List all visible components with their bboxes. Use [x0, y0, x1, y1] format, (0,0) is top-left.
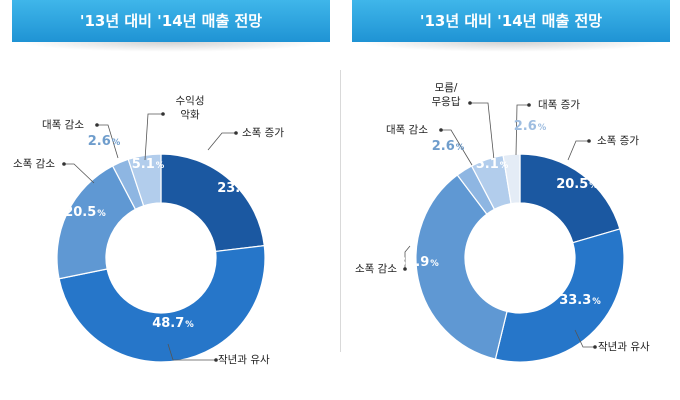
- donut-1-category-label-3: 소폭 감소: [13, 158, 55, 170]
- donut-1-leader-2: [167, 343, 216, 361]
- donut-2-leader-6: [515, 104, 529, 156]
- donut-2-category-label-2: 작년과 유사: [598, 341, 650, 353]
- donut-2-leader-5: [470, 102, 495, 161]
- donut-chart-1: 23.1% 소폭 증가 48.7% 작년과 유사 20.5% 소폭 감소 2.6% 대폭 감소…: [13, 95, 284, 366]
- donut-2-category-label-3: 소폭 감소: [355, 263, 397, 275]
- donut-2-data-label-4: 2.6%: [432, 139, 465, 154]
- donut-2-leader-4: [441, 129, 473, 166]
- donut-1-category-label-1: 소폭 증가: [242, 127, 284, 139]
- donut-1-slice-2: [58, 244, 266, 363]
- donut-2-leader-dot-6: [527, 103, 531, 107]
- donut-2-data-label-6: 2.6%: [514, 119, 547, 134]
- right-banner-shadow: [358, 42, 664, 52]
- donut-2-leader-dot-2: [593, 345, 597, 349]
- donut-2-slice-2: [494, 228, 625, 363]
- right-banner-background: [352, 0, 670, 42]
- left-title-banner: '13년 대비 '14년 매출 전망: [12, 0, 330, 52]
- donut-2-category-label-6: 대폭 증가: [538, 99, 580, 111]
- donut-2-leader-2: [574, 329, 595, 348]
- donut-1-category-label-4: 대폭 감소: [42, 119, 84, 131]
- right-title-banner: '13년 대비 '14년 매출 전망: [352, 0, 670, 52]
- donut-1-leader-dot-5: [161, 112, 165, 116]
- donut-1-leader-3: [64, 163, 95, 184]
- donut-2-slice-3: [415, 174, 508, 360]
- donut-2-leader-dot-3: [403, 267, 407, 271]
- donut-2-leader-dot-1: [587, 139, 591, 143]
- donut-1-leader-dot-2: [214, 358, 218, 362]
- donut-1-category-label-2: 작년과 유사: [218, 354, 270, 366]
- donut-1-slice-5: [127, 153, 162, 207]
- donut-2-leader-dot-4: [439, 128, 443, 132]
- left-banner-background: [12, 0, 330, 42]
- donut-1-slice-1: [160, 153, 265, 253]
- donut-2-leader-1: [567, 140, 589, 161]
- left-chart-title: '13년 대비 '14년 매출 전망: [79, 12, 263, 30]
- donut-1-data-label-4: 2.6%: [88, 134, 121, 149]
- chart-divider: [340, 70, 341, 352]
- donut-1-data-label-2: 48.7%: [152, 316, 194, 331]
- donut-2-data-label-1: 20.5%: [556, 177, 598, 192]
- right-chart-title: '13년 대비 '14년 매출 전망: [419, 12, 603, 30]
- donut-2-data-label-2: 33.3%: [559, 293, 601, 308]
- donut-2-slice-1: [519, 153, 621, 244]
- donut-2-slice-6: [502, 153, 521, 205]
- donut-1-category-label-5: 수익성 악화: [176, 95, 205, 121]
- donut-1-leader-dot-1: [234, 131, 238, 135]
- donut-2-data-label-5: 5.1%: [476, 157, 509, 172]
- donut-1-leader-dot-4: [95, 123, 99, 127]
- donut-1-data-label-1: 23.1%: [217, 181, 259, 196]
- donut-1-leader-5: [144, 113, 163, 161]
- donut-1-leader-1: [207, 132, 236, 151]
- donut-1-data-label-3: 20.5%: [64, 205, 106, 220]
- left-banner-shadow: [18, 42, 324, 52]
- donut-1-data-label-5: 5.1%: [132, 157, 165, 172]
- donut-1-leader-4: [97, 124, 119, 159]
- donut-1-leader-dot-3: [62, 162, 66, 166]
- donut-2-category-label-5: 모름/무응답: [432, 82, 461, 108]
- donut-2-category-label-4: 대폭 감소: [386, 124, 428, 136]
- donut-2-category-label-1: 소폭 증가: [597, 135, 639, 147]
- donut-2-leader-dot-5: [468, 101, 472, 105]
- donut-2-data-label-3: 35.9%: [397, 255, 439, 270]
- donut-chart-2: 20.5% 소폭 증가 33.3% 작년과 유사 35.9%소폭 감소 2.6% 대폭 감소…: [355, 82, 650, 363]
- donut-2-leader-3: [404, 245, 411, 269]
